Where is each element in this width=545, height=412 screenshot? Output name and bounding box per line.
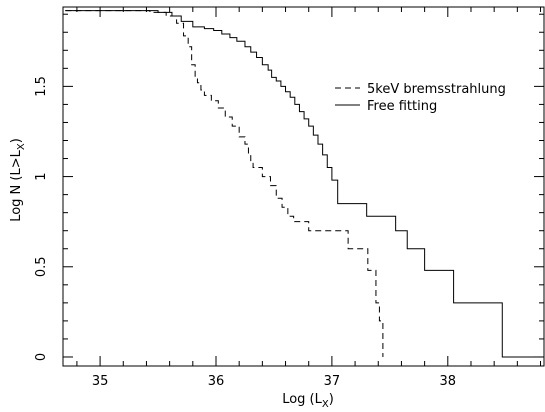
legend-label-dashed: 5keV bremsstrahlung xyxy=(367,82,506,97)
x-axis-label: Log (LX) xyxy=(282,392,334,410)
axis-tick-labels: 35 36 37 38 0 0.5 1 1.5 xyxy=(34,76,456,389)
x-tick-label: 35 xyxy=(92,374,109,389)
series-layer xyxy=(65,10,544,358)
series-line-bremsstrahlung xyxy=(65,10,384,357)
y-tick-label: 0.5 xyxy=(34,256,49,277)
plot-frame xyxy=(62,6,545,367)
y-axis-label: Log N (L>LX) xyxy=(9,138,27,222)
x-tick-label: 36 xyxy=(208,374,225,389)
legend-label-solid: Free fitting xyxy=(367,99,437,114)
series-line-free-fitting xyxy=(65,10,544,358)
y-tick-label: 1 xyxy=(34,172,49,180)
y-tick-label: 1.5 xyxy=(34,76,49,97)
axis-ticks xyxy=(63,7,544,366)
legend: 5keV bremsstrahlung Free fitting xyxy=(335,82,506,114)
y-tick-label: 0 xyxy=(34,353,49,361)
x-tick-label: 37 xyxy=(324,374,341,389)
x-tick-label: 38 xyxy=(440,374,457,389)
